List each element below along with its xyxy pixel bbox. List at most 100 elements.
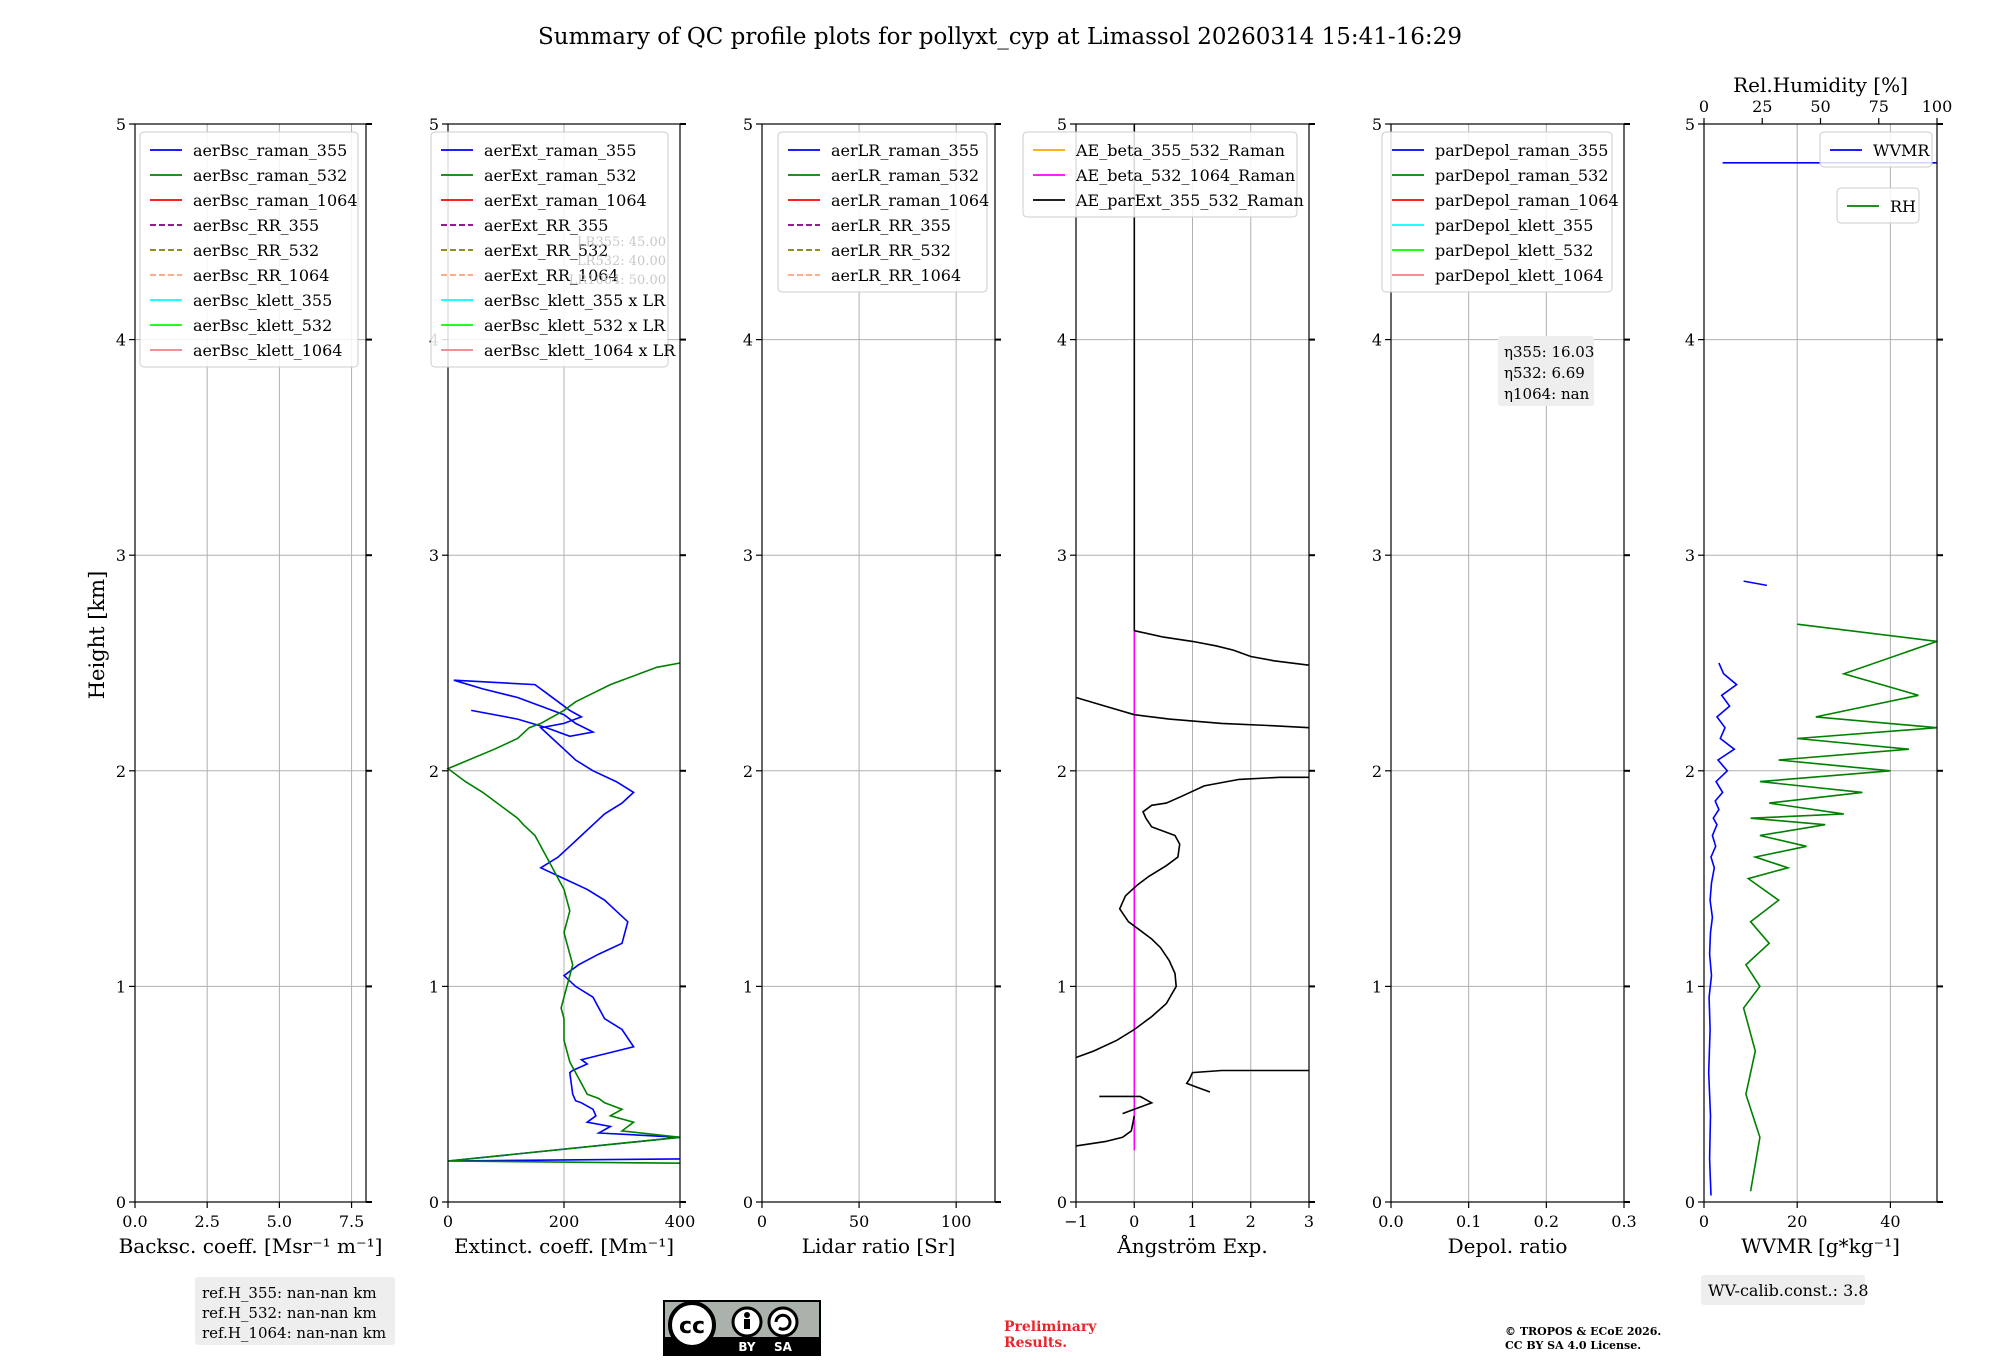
xtick-label-angstrom-4: 3 <box>1304 1212 1314 1231</box>
legend-label-extinction-4: aerExt_RR_532 <box>484 241 608 260</box>
ytick-label-extinction-5: 5 <box>429 115 439 134</box>
ytick-label-lidar-ratio-5: 5 <box>743 115 753 134</box>
ytick-label-wvmr-3: 3 <box>1685 546 1695 565</box>
legend-label-backscatter-7: aerBsc_klett_532 <box>193 316 332 335</box>
xtick-label-wvmr-2: 40 <box>1880 1212 1900 1231</box>
legend-label-lidar-ratio-1: aerLR_raman_532 <box>831 166 979 185</box>
series-angstrom-4 <box>1075 776 1309 1059</box>
copyright-line-1: © TROPOS & ECoE 2026. <box>1505 1325 1661 1338</box>
xtick-label-angstrom-3: 2 <box>1246 1212 1256 1231</box>
legend-wvmr-bg <box>1819 131 1933 168</box>
legend-label-angstrom-0: AE_beta_355_532_Raman <box>1075 141 1285 160</box>
ytick-label-lidar-ratio-4: 4 <box>743 331 753 350</box>
xtick-label-extinction-0: 0 <box>443 1212 453 1231</box>
refh-1064: ref.H_1064: nan-nan km <box>202 1324 386 1342</box>
series-angstrom-3 <box>1185 1069 1309 1093</box>
xtick-label-angstrom-0: −1 <box>1064 1212 1088 1231</box>
legend-label-depol-3: parDepol_klett_355 <box>1435 216 1593 235</box>
ytick-label-wvmr-5: 5 <box>1685 115 1695 134</box>
xtick-label-depol-1: 0.1 <box>1456 1212 1481 1231</box>
xtick-label-depol-2: 0.2 <box>1534 1212 1559 1231</box>
eta-value-0: η355: 16.03 <box>1504 343 1594 361</box>
cc-by-label: BY <box>738 1340 755 1354</box>
panels: 0 1 2 3 4 5 0.0 2.5 5.0 7.5 Backsc. coeff. [Msr⁻¹ … <box>116 73 1952 1258</box>
series-wvmr-0 <box>1707 662 1738 1196</box>
x-axis-label-lidar-ratio: Lidar ratio [Sr] <box>802 1234 956 1258</box>
top-xtick-label-2: 50 <box>1810 97 1830 116</box>
legend-label-backscatter-4: aerBsc_RR_532 <box>193 241 319 260</box>
xtick-label-lidar-ratio-0: 0 <box>757 1212 767 1231</box>
legend-label-wvmr-2-0: RH <box>1890 197 1916 216</box>
legend-label-angstrom-2: AE_parExt_355_532_Raman <box>1075 191 1304 210</box>
legend-label-backscatter-2: aerBsc_raman_1064 <box>193 191 358 210</box>
eta-box-bg <box>1498 336 1594 406</box>
top-xtick-label-0: 0 <box>1699 97 1709 116</box>
preliminary-label-1: Preliminary <box>1004 1319 1097 1335</box>
ytick-label-wvmr-1: 1 <box>1685 977 1695 996</box>
ytick-label-depol-5: 5 <box>1372 115 1382 134</box>
refh-box: ref.H_355: nan-nan km ref.H_532: nan-nan… <box>195 1277 395 1345</box>
ytick-label-wvmr-0: 0 <box>1685 1193 1695 1212</box>
legend-label-backscatter-8: aerBsc_klett_1064 <box>193 341 342 360</box>
xtick-label-angstrom-1: 0 <box>1129 1212 1139 1231</box>
refh-355: ref.H_355: nan-nan km <box>202 1284 377 1302</box>
ytick-label-extinction-3: 3 <box>429 546 439 565</box>
y-axis-label: Height [km] <box>85 571 109 700</box>
ytick-label-angstrom-1: 1 <box>1057 977 1067 996</box>
legend-label-extinction-7: aerBsc_klett_532 x LR <box>484 316 666 335</box>
ytick-label-backscatter-3: 3 <box>116 546 126 565</box>
legend-label-wvmr-0: WVMR <box>1873 141 1930 160</box>
x-axis-label-extinction: Extinct. coeff. [Mm⁻¹] <box>454 1234 674 1258</box>
legend-label-backscatter-1: aerBsc_raman_532 <box>193 166 347 185</box>
legend-label-extinction-3: aerExt_RR_355 <box>484 216 608 235</box>
refh-box-bg <box>195 1277 395 1345</box>
cc-logo-text: cc <box>679 1314 705 1339</box>
xtick-label-backscatter-3: 7.5 <box>339 1212 364 1231</box>
xtick-label-backscatter-2: 5.0 <box>267 1212 292 1231</box>
legend-label-backscatter-5: aerBsc_RR_1064 <box>193 266 329 285</box>
ytick-label-depol-2: 2 <box>1372 762 1382 781</box>
ytick-label-depol-0: 0 <box>1372 1193 1382 1212</box>
series-angstrom-5 <box>1075 696 1310 729</box>
legend-label-lidar-ratio-2: aerLR_raman_1064 <box>831 191 989 210</box>
attribution-icon-head <box>744 1312 750 1318</box>
wv-calib-bg <box>1701 1275 1865 1305</box>
legend-label-lidar-ratio-5: aerLR_RR_1064 <box>831 266 961 285</box>
ytick-label-angstrom-2: 2 <box>1057 762 1067 781</box>
x-axis-label-wvmr: WVMR [g*kg⁻¹] <box>1741 1234 1900 1258</box>
attribution-icon-body <box>744 1319 750 1329</box>
axes-frame-backscatter <box>134 123 367 1203</box>
xtick-label-extinction-1: 200 <box>549 1212 580 1231</box>
ytick-label-angstrom-3: 3 <box>1057 546 1067 565</box>
legend-label-lidar-ratio-3: aerLR_RR_355 <box>831 216 951 235</box>
legend-label-depol-1: parDepol_raman_532 <box>1435 166 1608 185</box>
legend-depol-bg <box>1381 131 1613 293</box>
figure-title: Summary of QC profile plots for pollyxt_… <box>538 24 1462 50</box>
cc-license-badge[interactable]: cc BY SA <box>663 1300 821 1356</box>
legend-label-extinction-5: aerExt_RR_1064 <box>484 266 619 285</box>
legend-label-depol-4: parDepol_klett_532 <box>1435 241 1593 260</box>
ytick-label-backscatter-2: 2 <box>116 762 126 781</box>
ytick-label-depol-4: 4 <box>1372 331 1382 350</box>
axes-frame-depol <box>1390 123 1625 1203</box>
eta-value-1: η532: 6.69 <box>1504 364 1585 382</box>
xtick-label-lidar-ratio-2: 100 <box>941 1212 972 1231</box>
axes-frame-lidar-ratio <box>761 123 996 1203</box>
xtick-label-extinction-2: 400 <box>665 1212 696 1231</box>
share-alike-arrow <box>774 1313 792 1331</box>
series-extinction-0 <box>447 679 681 1162</box>
legend-label-extinction-0: aerExt_raman_355 <box>484 141 637 160</box>
legend-label-backscatter-0: aerBsc_raman_355 <box>193 141 347 160</box>
cc-sa-label: SA <box>774 1340 793 1354</box>
eta-value-2: η1064: nan <box>1504 385 1590 403</box>
xtick-label-backscatter-1: 2.5 <box>194 1212 219 1231</box>
xtick-label-depol-0: 0.0 <box>1378 1212 1403 1231</box>
xtick-label-wvmr-0: 0 <box>1699 1212 1709 1231</box>
wv-calib-box: WV-calib.const.: 3.8 <box>1701 1275 1869 1305</box>
ytick-label-extinction-0: 0 <box>429 1193 439 1212</box>
legend-label-backscatter-3: aerBsc_RR_355 <box>193 216 319 235</box>
lr-annotation-0: LR355: 45.00 <box>577 235 666 250</box>
